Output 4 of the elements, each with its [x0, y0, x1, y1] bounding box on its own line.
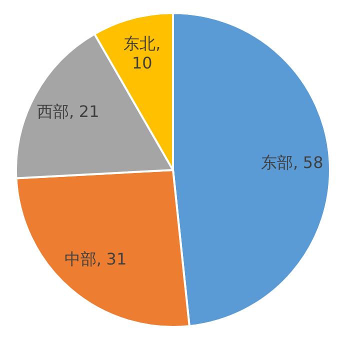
slice-label: 西部, 21 — [37, 102, 100, 122]
slice-label: 东北, 10 — [124, 34, 161, 73]
slice-label: 中部, 31 — [64, 250, 127, 270]
slice-label: 东部, 58 — [261, 153, 324, 172]
